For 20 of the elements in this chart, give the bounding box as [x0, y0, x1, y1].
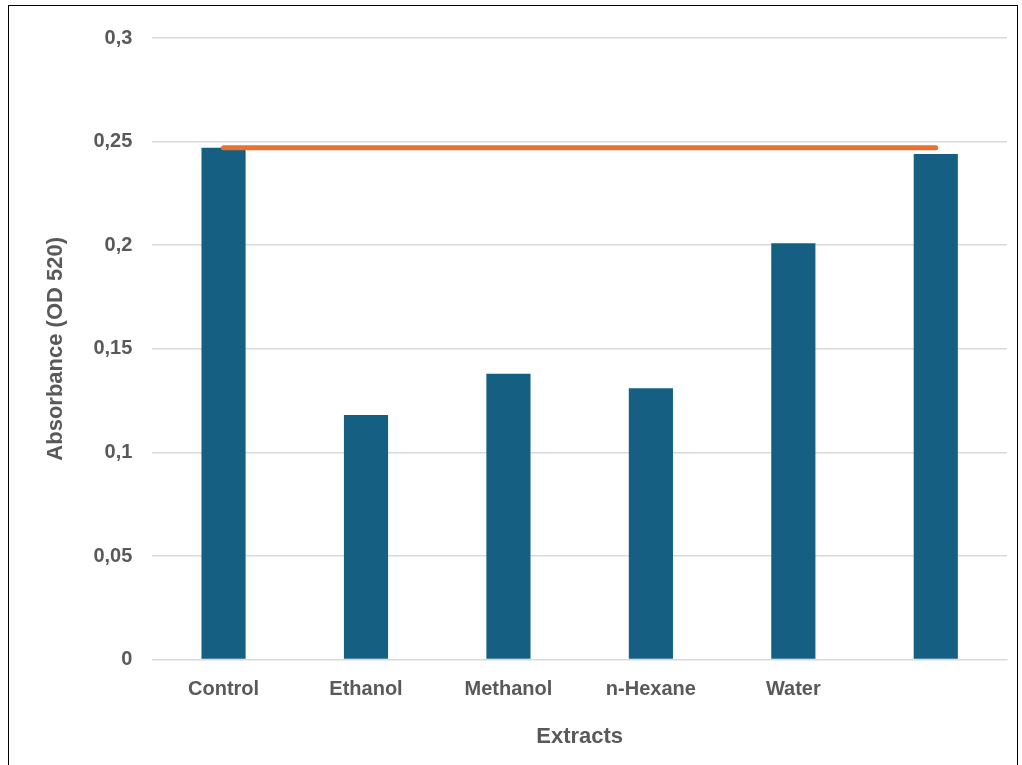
- bar: [201, 147, 246, 659]
- y-tick-label: 0,3: [104, 25, 133, 48]
- bar: [343, 415, 389, 659]
- y-tick-label: 0,15: [93, 336, 133, 359]
- y-tick-label: 0: [121, 647, 133, 670]
- bar: [771, 243, 816, 659]
- y-tick-label: 0,1: [104, 439, 133, 462]
- x-tick-label: n-Hexane: [605, 677, 696, 700]
- x-axis-title: Extracts: [536, 722, 624, 748]
- y-tick-label: 0,2: [104, 232, 133, 255]
- x-tick-label: Control: [188, 677, 260, 700]
- y-tick-label: 0,05: [93, 543, 133, 566]
- y-tick-label: 0,25: [93, 129, 133, 152]
- x-tick-label: Ethanol: [329, 677, 403, 700]
- x-tick-label: Water: [765, 677, 821, 700]
- x-tick-label: Methanol: [464, 677, 553, 700]
- y-axis-title: Absorbance (OD 520): [42, 236, 68, 461]
- bar: [486, 373, 531, 659]
- bar: [628, 388, 673, 659]
- bar: [913, 154, 958, 659]
